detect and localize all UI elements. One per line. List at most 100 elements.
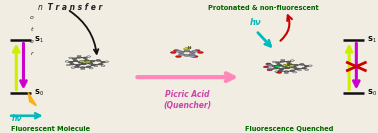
Circle shape	[192, 55, 198, 58]
Circle shape	[77, 57, 82, 58]
Circle shape	[276, 62, 280, 64]
Circle shape	[289, 65, 294, 67]
Circle shape	[304, 65, 309, 67]
Circle shape	[94, 65, 98, 67]
Text: Fluorescence Quenched: Fluorescence Quenched	[245, 126, 334, 132]
Circle shape	[302, 67, 307, 69]
Circle shape	[77, 55, 81, 57]
Circle shape	[278, 70, 283, 72]
Circle shape	[197, 51, 203, 53]
Text: Fluorescent Molecule: Fluorescent Molecule	[11, 126, 90, 132]
Text: S$_1$: S$_1$	[34, 35, 43, 45]
Circle shape	[263, 66, 269, 68]
Circle shape	[67, 64, 70, 66]
Text: H: H	[187, 46, 191, 50]
Circle shape	[294, 64, 298, 66]
Text: S$_0$: S$_0$	[367, 88, 376, 98]
Circle shape	[73, 60, 78, 62]
Text: r: r	[31, 51, 33, 56]
Circle shape	[65, 61, 69, 62]
Circle shape	[267, 69, 272, 71]
Text: n: n	[37, 3, 42, 12]
Circle shape	[105, 61, 108, 62]
Circle shape	[273, 67, 278, 69]
Circle shape	[91, 64, 96, 66]
Circle shape	[282, 66, 286, 67]
Polygon shape	[28, 92, 36, 106]
Circle shape	[78, 62, 83, 63]
Circle shape	[184, 54, 190, 57]
Circle shape	[85, 61, 91, 63]
Circle shape	[288, 64, 292, 65]
Circle shape	[89, 68, 93, 69]
Circle shape	[175, 55, 181, 58]
Circle shape	[101, 65, 105, 66]
FancyArrowPatch shape	[70, 11, 98, 54]
Circle shape	[79, 60, 85, 63]
Circle shape	[88, 63, 93, 64]
Text: T r a n s f e r: T r a n s f e r	[45, 3, 102, 12]
Text: o: o	[30, 15, 34, 20]
Circle shape	[84, 60, 89, 61]
Circle shape	[281, 59, 285, 61]
Text: Protonated & non-fluorescent: Protonated & non-fluorescent	[208, 5, 319, 11]
Circle shape	[275, 71, 279, 72]
Circle shape	[189, 53, 195, 55]
Circle shape	[68, 61, 73, 63]
Text: S$_1$: S$_1$	[367, 35, 376, 45]
Circle shape	[290, 60, 294, 61]
Circle shape	[174, 50, 179, 52]
Circle shape	[273, 61, 276, 63]
Circle shape	[70, 63, 74, 65]
Text: hν: hν	[249, 18, 261, 27]
Circle shape	[192, 50, 198, 52]
Circle shape	[287, 61, 291, 63]
Text: t: t	[31, 27, 33, 32]
Circle shape	[170, 51, 176, 53]
Circle shape	[305, 69, 308, 70]
Circle shape	[295, 68, 299, 70]
Text: Picric Acid
(Quencher): Picric Acid (Quencher)	[164, 90, 212, 110]
Circle shape	[69, 57, 73, 59]
Circle shape	[101, 61, 105, 63]
Circle shape	[297, 69, 302, 71]
Circle shape	[76, 64, 80, 66]
Circle shape	[299, 64, 304, 65]
Circle shape	[178, 53, 184, 55]
Text: S$_0$: S$_0$	[34, 88, 43, 98]
Circle shape	[284, 72, 288, 74]
Circle shape	[293, 72, 297, 73]
Circle shape	[274, 65, 280, 67]
Circle shape	[268, 68, 273, 70]
Circle shape	[308, 65, 312, 66]
Circle shape	[283, 64, 289, 66]
Circle shape	[83, 57, 87, 59]
Circle shape	[184, 48, 190, 50]
Circle shape	[87, 56, 91, 57]
Circle shape	[190, 55, 195, 57]
Circle shape	[189, 51, 195, 53]
Circle shape	[292, 66, 296, 68]
Circle shape	[285, 64, 290, 66]
Circle shape	[81, 67, 85, 68]
Circle shape	[74, 66, 79, 68]
Circle shape	[90, 60, 94, 62]
Circle shape	[184, 50, 190, 52]
Circle shape	[277, 72, 282, 73]
Circle shape	[284, 71, 289, 72]
Circle shape	[277, 64, 282, 66]
Circle shape	[270, 68, 274, 70]
Circle shape	[285, 67, 290, 69]
Text: H: H	[286, 63, 289, 67]
Circle shape	[72, 58, 77, 60]
Circle shape	[98, 63, 103, 65]
Circle shape	[86, 66, 91, 68]
Circle shape	[82, 63, 86, 65]
Circle shape	[266, 63, 271, 65]
Circle shape	[279, 68, 284, 70]
Circle shape	[267, 64, 272, 66]
Circle shape	[272, 65, 277, 67]
Circle shape	[194, 50, 200, 52]
Circle shape	[96, 60, 101, 61]
Circle shape	[175, 50, 181, 52]
